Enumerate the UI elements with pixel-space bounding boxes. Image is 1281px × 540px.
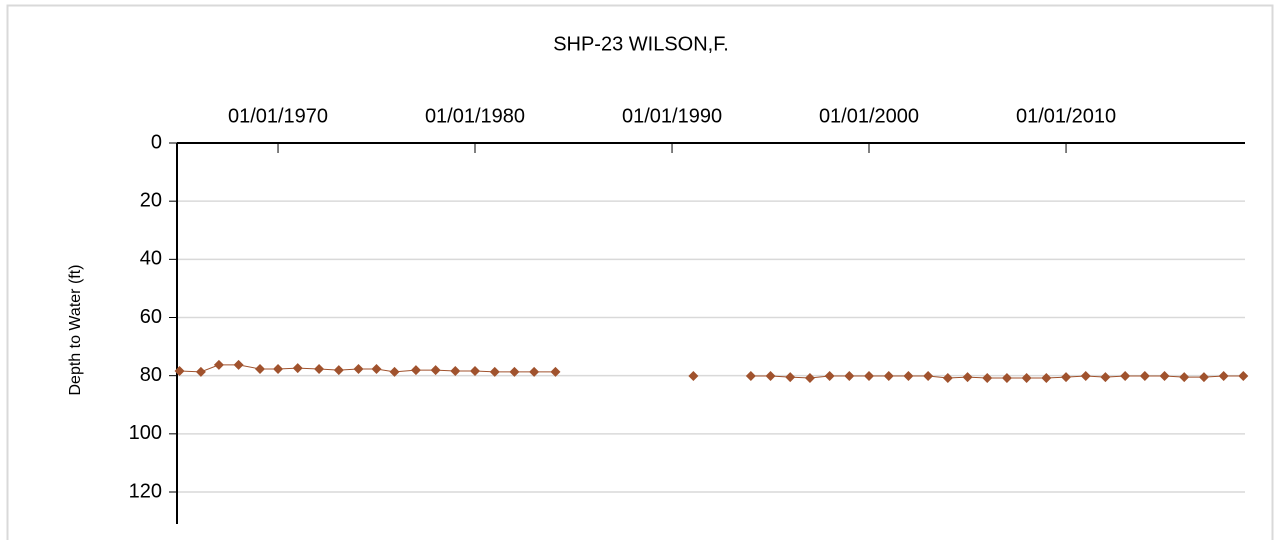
marker — [550, 366, 561, 377]
marker — [470, 366, 481, 377]
y-tick-label: 60 — [140, 306, 162, 328]
marker — [1080, 370, 1091, 381]
marker — [1139, 370, 1150, 381]
marker — [903, 370, 914, 381]
marker — [371, 363, 382, 374]
marker — [883, 370, 894, 381]
marker — [489, 366, 500, 377]
marker — [982, 372, 993, 383]
frame — [6, 4, 1274, 540]
marker — [195, 366, 206, 377]
y-axis-label: Depth to Water (ft) — [67, 265, 84, 396]
x-tick-label: 01/01/1970 — [228, 105, 328, 127]
y-tick-label: 40 — [140, 248, 162, 270]
marker — [942, 372, 953, 383]
x-tick-label: 01/01/2010 — [1016, 105, 1116, 127]
marker — [923, 370, 934, 381]
marker — [353, 363, 364, 374]
marker — [1100, 372, 1111, 383]
marker — [804, 372, 815, 383]
marker — [765, 370, 776, 381]
x-tick-label: 01/01/2000 — [819, 105, 919, 127]
marker — [233, 359, 244, 370]
marker — [450, 366, 461, 377]
marker — [314, 363, 325, 374]
marker — [529, 366, 540, 377]
marker — [844, 370, 855, 381]
x-tick-label: 01/01/1990 — [622, 105, 722, 127]
marker — [1021, 372, 1032, 383]
y-tick-label: 0 — [151, 131, 162, 153]
marker — [1041, 372, 1052, 383]
marker — [962, 372, 973, 383]
marker — [1001, 372, 1012, 383]
marker — [824, 370, 835, 381]
marker — [688, 370, 699, 381]
marker — [1061, 372, 1072, 383]
marker — [785, 372, 796, 383]
marker — [213, 359, 224, 370]
marker — [255, 363, 266, 374]
x-tick-label: 01/01/1980 — [425, 105, 525, 127]
marker — [174, 366, 185, 377]
marker — [509, 366, 520, 377]
y-tick-label: 80 — [140, 364, 162, 386]
marker — [1120, 370, 1131, 381]
marker — [273, 363, 284, 374]
marker — [1159, 370, 1170, 381]
marker — [1179, 372, 1190, 383]
marker — [1198, 372, 1209, 383]
marker — [430, 365, 441, 376]
marker — [389, 366, 400, 377]
marker — [745, 370, 756, 381]
marker — [1218, 370, 1229, 381]
chart-title: SHP-23 WILSON,F. — [553, 33, 729, 55]
marker — [864, 370, 875, 381]
marker — [333, 365, 344, 376]
marker — [410, 365, 421, 376]
y-tick-label: 20 — [140, 189, 162, 211]
marker — [1238, 370, 1249, 381]
y-tick-label: 100 — [129, 422, 162, 444]
marker — [292, 363, 303, 374]
y-tick-label: 120 — [129, 480, 162, 502]
